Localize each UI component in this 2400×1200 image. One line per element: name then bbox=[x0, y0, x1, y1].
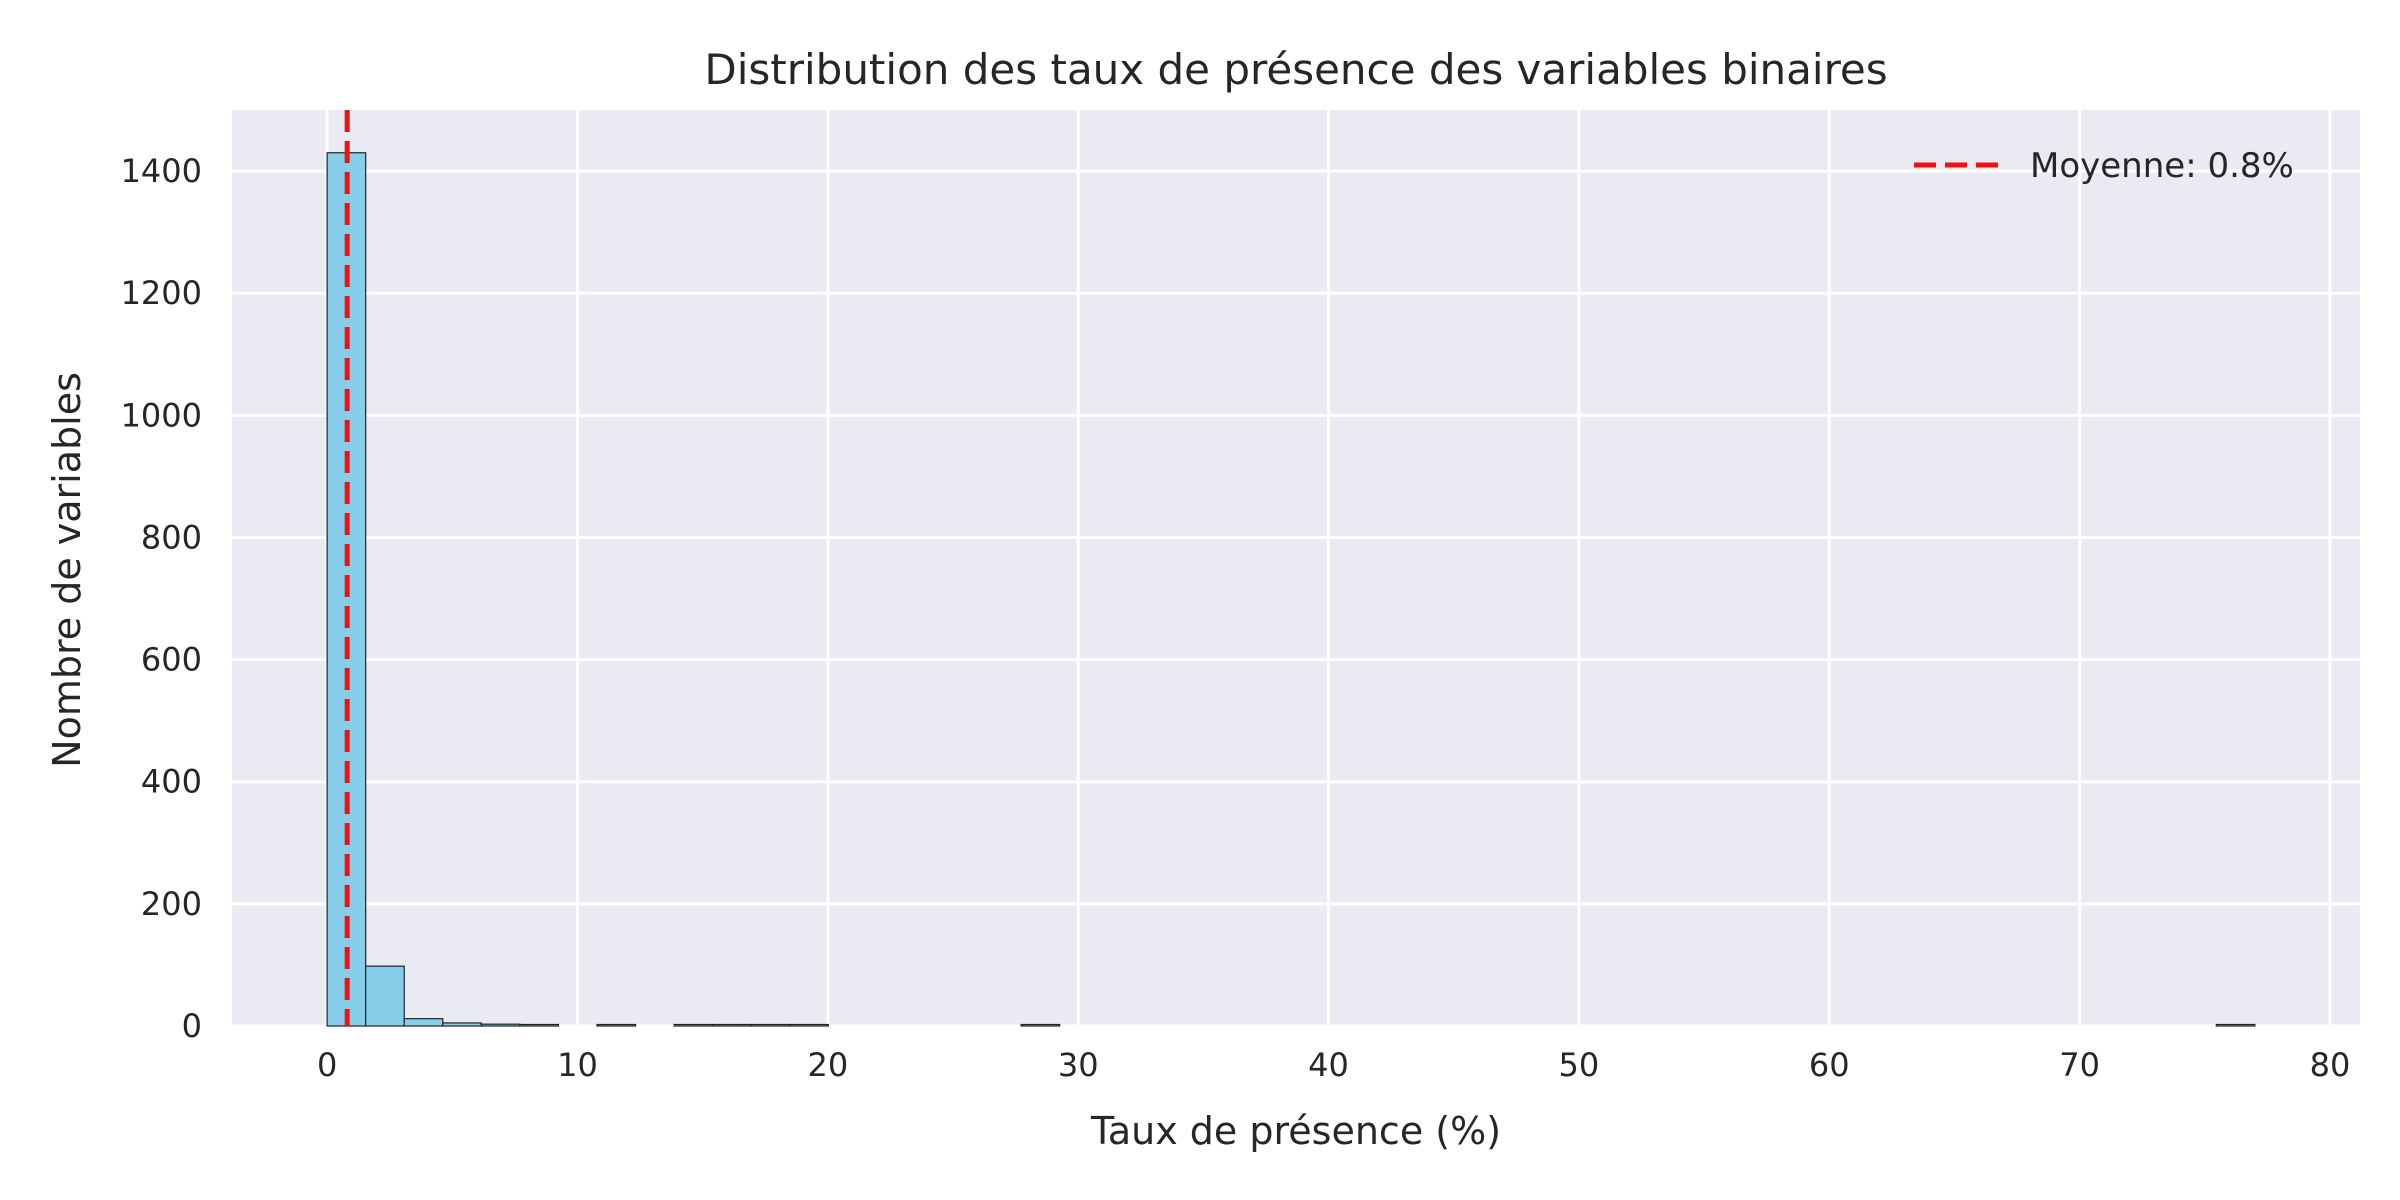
x-tick-label: 30 bbox=[1058, 1046, 1099, 1084]
x-tick-label: 0 bbox=[317, 1046, 337, 1084]
histogram-bar bbox=[442, 1022, 482, 1027]
histogram-bar bbox=[712, 1023, 752, 1027]
x-tick-label: 40 bbox=[1308, 1046, 1349, 1084]
histogram-bar bbox=[673, 1023, 714, 1027]
plot-background bbox=[232, 110, 2360, 1026]
y-tick-label: 0 bbox=[182, 1007, 202, 1045]
legend: Moyenne: 0.8% bbox=[1914, 146, 2294, 186]
x-tick-label: 60 bbox=[1809, 1046, 1850, 1084]
y-tick-label: 200 bbox=[141, 885, 202, 923]
legend-label-mean: Moyenne: 0.8% bbox=[2030, 146, 2294, 186]
y-tick-label: 1200 bbox=[121, 274, 202, 312]
histogram-bar bbox=[1020, 1023, 1061, 1027]
histogram-bar bbox=[480, 1023, 521, 1027]
x-axis-label: Taux de présence (%) bbox=[1090, 1109, 1501, 1153]
x-tick-label: 70 bbox=[2059, 1046, 2100, 1084]
y-tick-label: 800 bbox=[141, 518, 202, 556]
histogram-bar bbox=[519, 1023, 560, 1027]
grid-lines bbox=[232, 110, 2360, 1028]
y-tick-label: 1000 bbox=[121, 396, 202, 434]
y-tick-label: 400 bbox=[141, 763, 202, 801]
histogram-bar bbox=[365, 965, 405, 1027]
chart-title: Distribution des taux de présence des va… bbox=[704, 45, 1887, 94]
x-tick-label: 50 bbox=[1559, 1046, 1600, 1084]
histogram-bar bbox=[596, 1023, 637, 1027]
y-tick-label: 1400 bbox=[121, 152, 202, 190]
histogram-bar bbox=[2215, 1023, 2256, 1027]
y-tick-labels: 0 200 400 600 800 1000 1200 1400 bbox=[121, 152, 202, 1045]
y-axis-label: Nombre de variables bbox=[45, 372, 89, 768]
y-tick-label: 600 bbox=[141, 641, 202, 679]
x-tick-label: 10 bbox=[557, 1046, 598, 1084]
x-tick-label: 20 bbox=[807, 1046, 848, 1084]
histogram-bar bbox=[403, 1018, 444, 1027]
histogram-bar bbox=[750, 1023, 791, 1027]
histogram-bar bbox=[789, 1023, 829, 1027]
x-tick-labels: 0 10 20 30 40 50 60 70 80 bbox=[317, 1046, 2350, 1084]
x-tick-label: 80 bbox=[2310, 1046, 2351, 1084]
